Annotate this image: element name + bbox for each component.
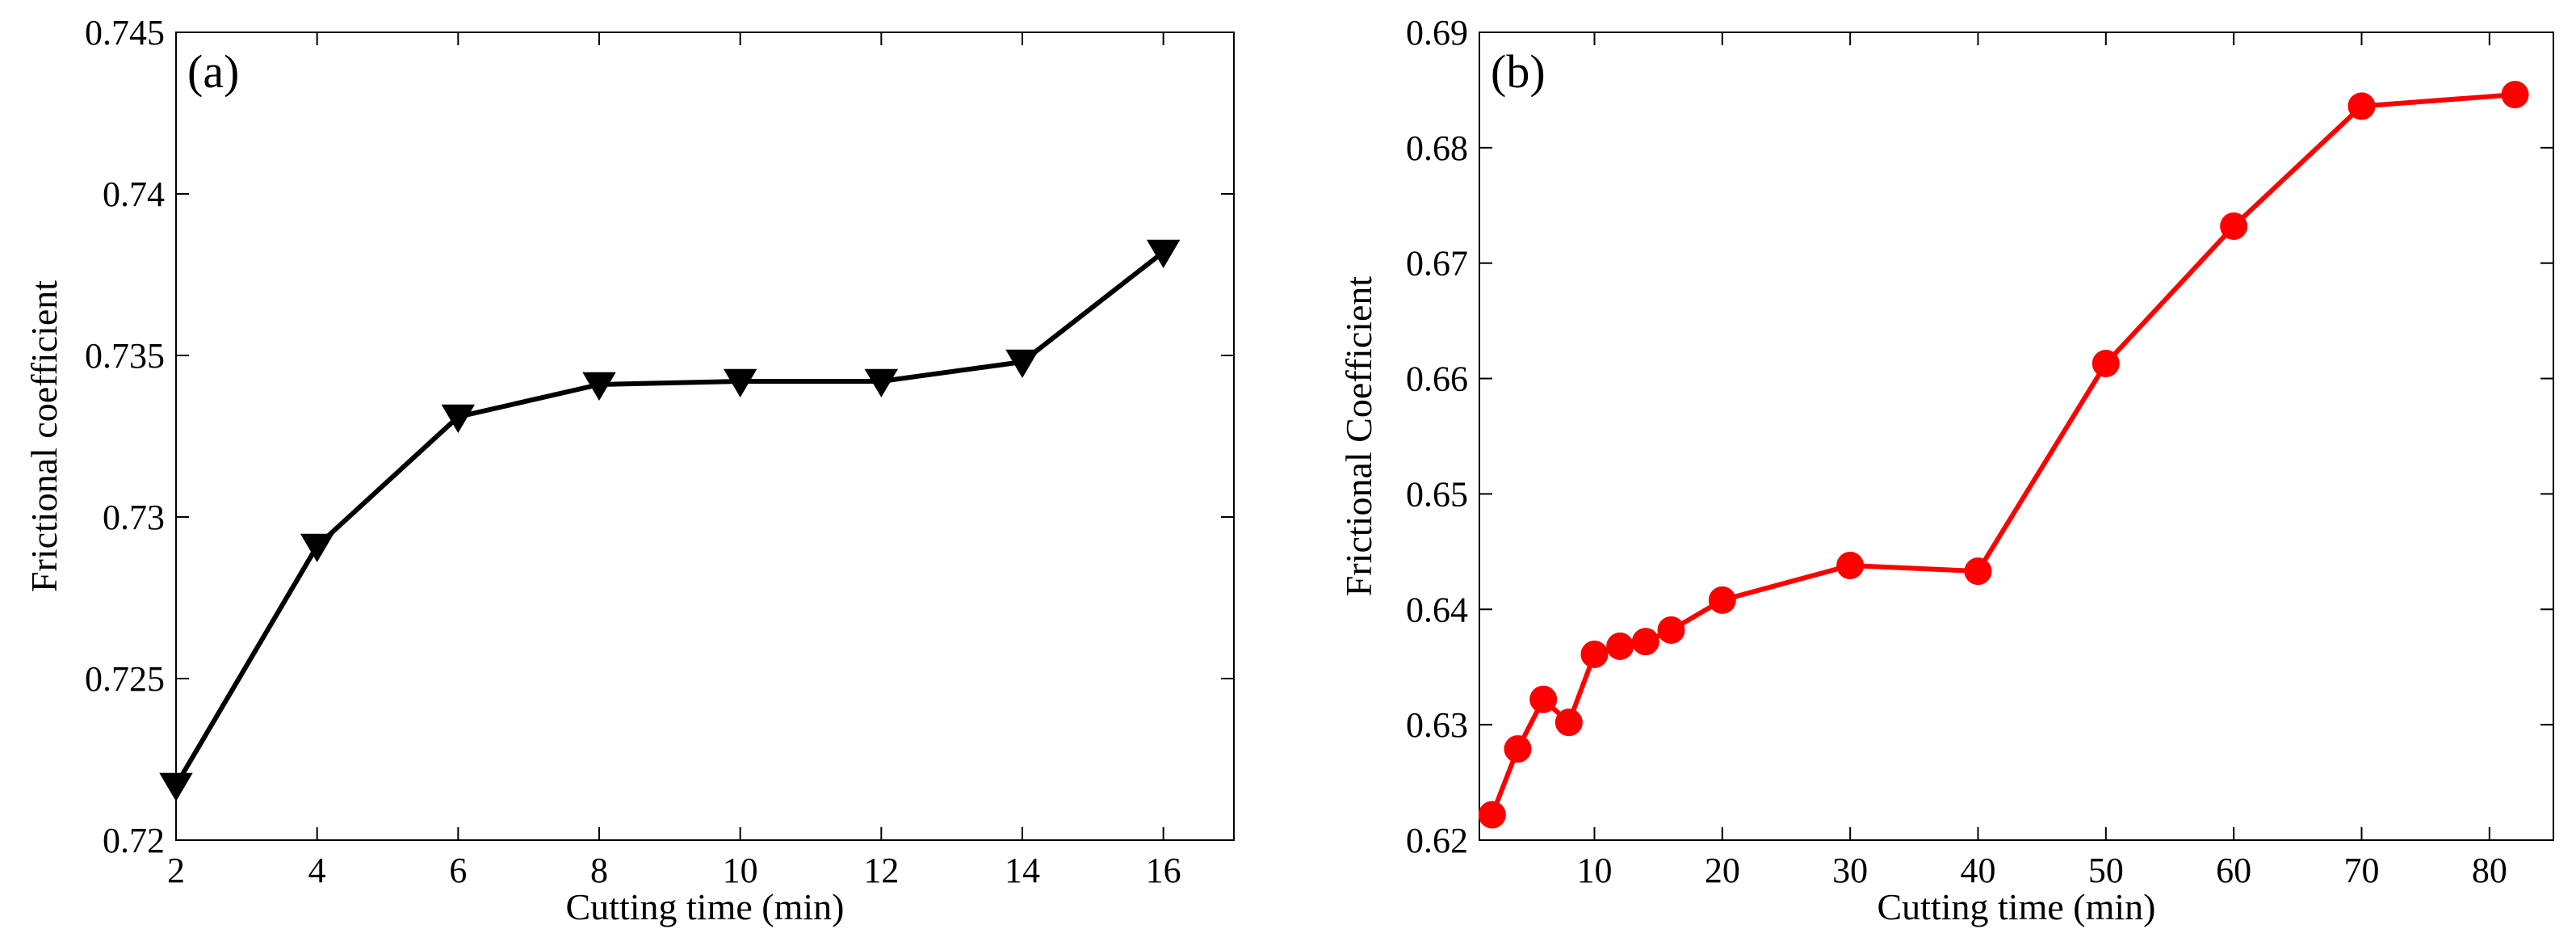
panel-b-data-point [2091, 350, 2120, 377]
panel-a-data-point [300, 533, 334, 563]
panel-b-x-tick-label: 30 [1832, 851, 1868, 890]
panel-b-data-point [1708, 586, 1736, 614]
panel-b-y-axis-title: Frictional Coefficient [1338, 276, 1379, 597]
panel-b-data-point [2347, 92, 2376, 120]
panel-b-x-tick-label: 20 [1705, 851, 1740, 890]
panel-a-y-tick-label: 0.735 [85, 336, 165, 376]
panel-b-x-tick-label: 10 [1577, 851, 1613, 890]
panel-b-y-tick-label: 0.66 [1406, 359, 1468, 399]
panel-a-data-point [582, 372, 616, 401]
panel-b-chart: 10 20 30 40 50 60 70 80 0.62 0.63 0.64 0.65 0.66 0.67… [1338, 13, 2554, 927]
panel-b-data-point [1631, 628, 1659, 656]
panel-a-y-tick-label: 0.72 [103, 821, 165, 860]
panel-a-y-tick-label: 0.745 [85, 13, 165, 53]
panel-b-data-point [1964, 557, 1992, 586]
panel-b-data-point [1504, 735, 1532, 763]
panel-a-x-tick-label: 2 [167, 851, 185, 890]
panel-b-data-point [1836, 552, 1865, 579]
panel-a-x-axis-title: Cutting time (min) [566, 886, 845, 927]
panel-b-y-tick-label: 0.63 [1406, 705, 1468, 745]
panel-b-data-point [1657, 616, 1685, 644]
panel-a-x-tick-label: 4 [308, 851, 326, 890]
panel-b-x-tick-label: 50 [2088, 851, 2124, 890]
panel-b-y-tick-label: 0.65 [1406, 474, 1468, 514]
panel-a-y-tick-label: 0.73 [103, 498, 165, 537]
panel-a-data-point [1005, 349, 1039, 379]
panel-a-x-tick-label: 6 [449, 851, 467, 890]
panel-a-y-tick-label: 0.74 [103, 174, 165, 214]
panel-b-data-point [1478, 801, 1506, 829]
panel-a-x-tick-label: 12 [863, 851, 899, 890]
panel-a-data-point [159, 772, 193, 802]
panel-a-chart: 2 4 6 8 10 12 14 160.720.7250.730.7350.740.745 … [23, 13, 1235, 927]
panel-a-series-line [174, 250, 1165, 787]
panel-b-y-tick-label: 0.68 [1406, 128, 1468, 168]
panel-b-x-tick-label: 70 [2344, 851, 2380, 890]
panel-b-y-tick-label: 0.62 [1406, 821, 1468, 860]
panel-a-data-point [723, 368, 757, 398]
panel-b-x-axis-title: Cutting time (min) [1877, 886, 2156, 927]
panel-b-data-point [2501, 81, 2529, 109]
panel-a-data-point [864, 368, 899, 398]
panel-b-data-point [2220, 212, 2248, 240]
panel-b-data-point [1580, 641, 1609, 668]
panel-b-x-tick-label: 80 [2472, 851, 2507, 890]
panel-b-data-point [1606, 633, 1634, 660]
panel-b-y-tick-label: 0.64 [1406, 590, 1468, 629]
panel-b-y-tick-label: 0.69 [1406, 13, 1468, 53]
panel-b-data-point [1529, 685, 1558, 713]
panel-b-plot-frame [1479, 32, 2554, 841]
panel-a-plot-frame [175, 32, 1235, 841]
panel-a-data-point [441, 404, 476, 434]
panel-b-label: (b) [1491, 45, 1546, 98]
panel-b-x-tick-label: 40 [1961, 851, 1996, 890]
panel-a-label: (a) [187, 45, 239, 98]
panel-a-y-axis-title: Frictional coefficient [23, 280, 65, 592]
panel-a-x-tick-label: 14 [1005, 851, 1040, 890]
panel-b-y-tick-label: 0.67 [1406, 244, 1468, 284]
panel-a-x-tick-label: 8 [590, 851, 608, 890]
panel-a-x-tick-label: 10 [723, 851, 758, 890]
panel-b-data-point [1554, 708, 1583, 737]
panel-b-x-tick-label: 60 [2216, 851, 2251, 890]
panel-a-y-tick-label: 0.725 [85, 659, 165, 699]
panel-a-x-tick-label: 16 [1146, 851, 1181, 890]
panel-a-data-point [1146, 239, 1181, 269]
